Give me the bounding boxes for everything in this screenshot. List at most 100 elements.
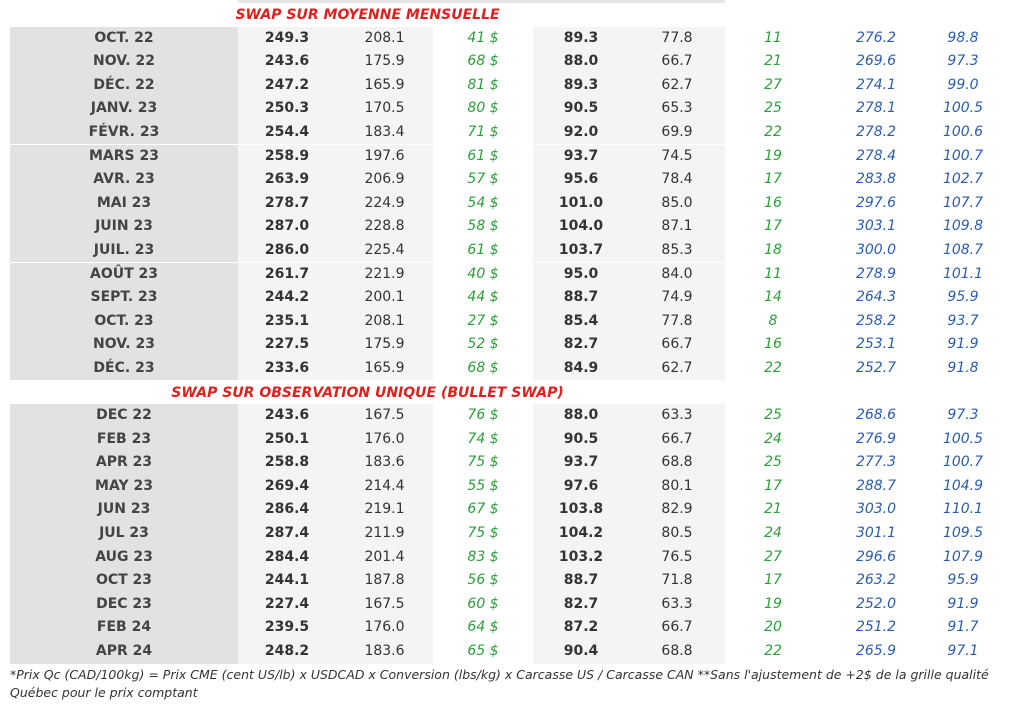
cell-value: 85.4 — [533, 309, 629, 334]
cell-value: 248.2 — [238, 640, 336, 664]
cell-value: 253.1 — [821, 333, 931, 357]
row-label: DÉC. 23 — [10, 356, 238, 381]
cell-value: 93.7 — [533, 451, 629, 475]
cell-value: 82.7 — [533, 333, 629, 357]
cell-value: 233.6 — [238, 356, 336, 381]
cell-value: 65 $ — [433, 640, 533, 664]
cell-value: 104.9 — [931, 474, 995, 499]
cell-value: 265.9 — [821, 640, 931, 664]
cell-value: 235.1 — [238, 309, 336, 334]
cell-value: 297.6 — [821, 191, 931, 216]
cell-value: 303.0 — [821, 498, 931, 522]
cell-value: 67 $ — [433, 498, 533, 522]
row-label: APR 23 — [10, 451, 238, 475]
cell-value: 11 — [725, 26, 821, 51]
cell-value: 56 $ — [433, 569, 533, 593]
cell-value: 103.8 — [533, 498, 629, 522]
cell-value: 14 — [725, 286, 821, 310]
cell-value: 243.6 — [238, 404, 336, 428]
cell-value: 93.7 — [533, 144, 629, 169]
cell-value: 85.3 — [629, 238, 725, 263]
cell-value: 16 — [725, 191, 821, 216]
cell-value: 165.9 — [336, 73, 433, 98]
cell-value: 60 $ — [433, 592, 533, 617]
cell-value: 27 — [725, 545, 821, 570]
cell-value: 97.3 — [931, 404, 995, 428]
row-label: AUG 23 — [10, 545, 238, 570]
cell-value: 286.0 — [238, 238, 336, 263]
cell-value: 287.0 — [238, 215, 336, 239]
cell-value: 107.9 — [931, 545, 995, 570]
cell-value: 90.5 — [533, 427, 629, 452]
cell-value: 110.1 — [931, 498, 995, 522]
cell-value: 74 $ — [433, 427, 533, 452]
cell-value: 92.0 — [533, 120, 629, 145]
row-label: NOV. 22 — [10, 50, 238, 74]
cell-value: 283.8 — [821, 168, 931, 192]
cell-value: 27 $ — [433, 309, 533, 334]
cell-value: 95.0 — [533, 262, 629, 287]
cell-value: 244.1 — [238, 569, 336, 593]
cell-value: 252.7 — [821, 356, 931, 381]
cell-value: 175.9 — [336, 50, 433, 74]
cell-value: 24 — [725, 522, 821, 546]
cell-value: 97.3 — [931, 50, 995, 74]
cell-value: 227.5 — [238, 333, 336, 357]
cell-value: 183.4 — [336, 120, 433, 145]
cell-value: 69.9 — [629, 120, 725, 145]
cell-value: 276.2 — [821, 26, 931, 51]
cell-value: 22 — [725, 356, 821, 381]
cell-value: 68 $ — [433, 50, 533, 74]
row-label: AOÛT 23 — [10, 262, 238, 287]
cell-value: 208.1 — [336, 309, 433, 334]
cell-value: 243.6 — [238, 50, 336, 74]
cell-value: 75 $ — [433, 522, 533, 546]
cell-value: 249.3 — [238, 26, 336, 51]
cell-value: 77.8 — [629, 309, 725, 334]
cell-value: 24 — [725, 427, 821, 452]
cell-value: 197.6 — [336, 144, 433, 169]
cell-value: 274.1 — [821, 73, 931, 98]
cell-value: 74.5 — [629, 144, 725, 169]
cell-value: 268.6 — [821, 404, 931, 428]
cell-value: 54 $ — [433, 191, 533, 216]
cell-value: 258.8 — [238, 451, 336, 475]
cell-value: 296.6 — [821, 545, 931, 570]
cell-value: 84.9 — [533, 356, 629, 381]
cell-value: 303.1 — [821, 215, 931, 239]
row-label: MAI 23 — [10, 191, 238, 216]
cell-value: 55 $ — [433, 474, 533, 499]
cell-value: 84.0 — [629, 262, 725, 287]
cell-value: 258.9 — [238, 144, 336, 169]
cell-value: 25 — [725, 404, 821, 428]
cell-value: 108.7 — [931, 238, 995, 263]
cell-value: 278.7 — [238, 191, 336, 216]
cell-value: 68.8 — [629, 451, 725, 475]
cell-value: 66.7 — [629, 427, 725, 452]
cell-value: 11 — [725, 262, 821, 287]
cell-value: 82.9 — [629, 498, 725, 522]
cell-value: 21 — [725, 50, 821, 74]
cell-value: 91.8 — [931, 356, 995, 381]
cell-value: 101.1 — [931, 262, 995, 287]
cell-value: 25 — [725, 97, 821, 121]
cell-value: 63.3 — [629, 404, 725, 428]
cell-value: 78.4 — [629, 168, 725, 192]
cell-value: 17 — [725, 474, 821, 499]
cell-value: 206.9 — [336, 168, 433, 192]
cell-value: 109.8 — [931, 215, 995, 239]
cell-value: 228.8 — [336, 215, 433, 239]
cell-value: 288.7 — [821, 474, 931, 499]
cell-value: 176.0 — [336, 427, 433, 452]
row-label: OCT 23 — [10, 569, 238, 593]
cell-value: 183.6 — [336, 640, 433, 664]
cell-value: 62.7 — [629, 356, 725, 381]
row-label: NOV. 23 — [10, 333, 238, 357]
cell-value: 278.2 — [821, 120, 931, 145]
cell-value: 95.9 — [931, 286, 995, 310]
cell-value: 65.3 — [629, 97, 725, 121]
cell-value: 97.1 — [931, 640, 995, 664]
cell-value: 93.7 — [931, 309, 995, 334]
cell-value: 17 — [725, 569, 821, 593]
